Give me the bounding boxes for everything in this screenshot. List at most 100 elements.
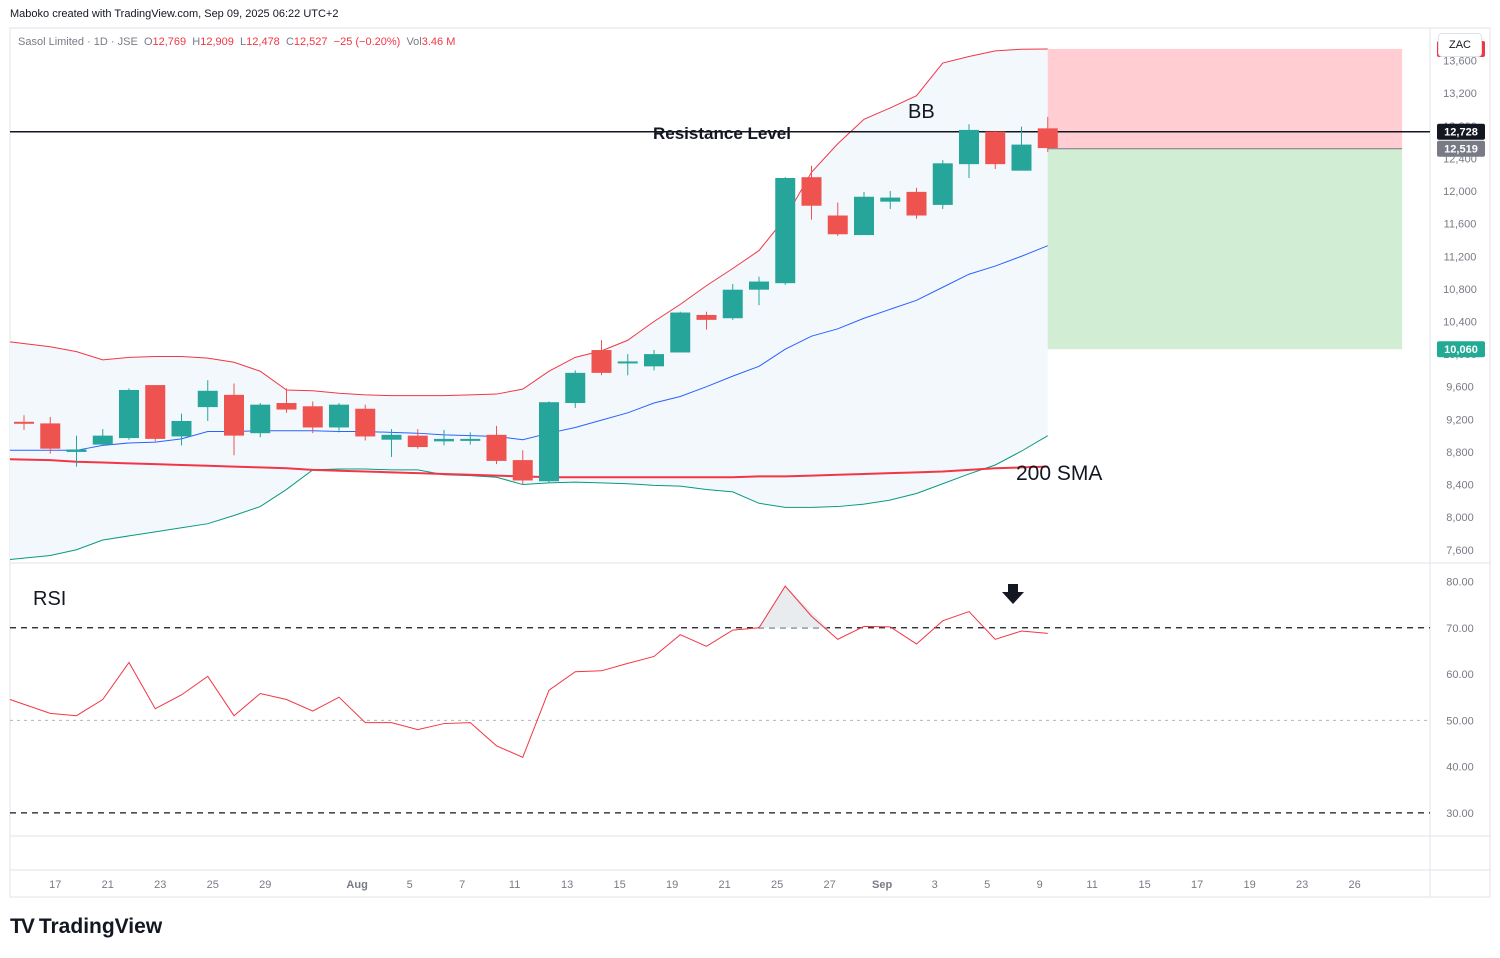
candle [40,416,61,454]
candle-body [460,438,481,441]
rsi-tick-label: 80.00 [1446,577,1474,589]
candle [906,187,927,219]
candle [775,177,796,285]
entry-badge-text: 12,519 [1444,144,1478,156]
target-badge: 10,060 [1437,341,1485,358]
rsi-tick-label: 50.00 [1446,715,1474,727]
candle-body [985,131,1006,165]
entry-badge-bg [1437,140,1485,157]
bb-upper-band [9,48,1048,397]
candle-body [145,385,166,439]
candle [1037,116,1058,153]
sma-label: 200 SMA [1016,462,1102,485]
candle-body [1011,144,1032,171]
price-tick-label: 12,000 [1443,186,1477,198]
time-tick-label: 9 [1037,879,1043,891]
entry-badge: 12,519 [1437,140,1485,157]
candle-body [14,421,34,424]
tradingview-logo-text: TradingView [38,915,163,938]
time-tick-label: Sep [872,879,892,891]
candle-body [355,408,376,437]
time-tick-label: 23 [154,879,166,891]
bb-fill [10,48,1048,560]
candle [145,385,166,442]
candle [119,388,139,440]
candle-body [617,361,638,364]
current-price-badge-text: 12,728 [1444,127,1478,139]
candle-body [276,403,297,410]
price-tick-label: 7,600 [1446,545,1474,557]
stop-loss-zone [1043,48,1403,149]
candle [355,404,376,441]
candle [617,354,638,376]
time-tick-label: 5 [407,879,413,891]
price-tick-label: 13,600 [1443,56,1477,68]
time-tick-label: 3 [932,879,938,891]
candle [670,311,691,353]
rsi-tick-label: 30.00 [1446,808,1474,820]
candle-body [880,197,901,202]
tradingview-logo[interactable]: TV TradingView [10,915,162,939]
candle [644,350,664,371]
price-tick-label: 10,800 [1443,284,1477,296]
target-badge-bg [1437,341,1485,358]
current-price-badge: 12,728 [1437,123,1485,140]
price-tick-label: 13,200 [1443,88,1477,100]
candle [565,370,586,408]
candle [329,403,349,433]
price-tick-label: 8,800 [1446,447,1474,459]
candle [539,401,559,483]
low-value: 12,478 [246,36,280,48]
time-tick-label: 13 [561,879,573,891]
annotations: Resistance Level BB 200 SMA RSI [33,101,1102,610]
time-tick-label: 17 [1191,879,1203,891]
candle [407,429,428,449]
candle [197,380,218,421]
candle-body [959,129,979,165]
high-label: H [192,36,201,48]
candle [880,191,901,209]
rsi-pane [9,585,1430,814]
rsi-axis[interactable]: 30.00 40.00 50.00 60.00 70.00 80.00 [1446,577,1474,820]
candle-body [434,438,454,442]
time-tick-label: 27 [824,879,836,891]
candle-body [92,435,113,445]
open-label: O [143,36,153,48]
time-tick-label: 25 [771,879,783,891]
volume-label: Vol [406,36,422,48]
low-label: L [240,36,247,48]
candle-body [171,420,192,437]
rsi-overbought-fill [759,586,828,628]
candle-body [40,423,61,449]
candle [1011,126,1032,171]
currency-button[interactable]: ZAC [1438,33,1482,57]
candle [985,130,1006,170]
change-value: −25 (−0.20%) [333,36,401,48]
price-tick-label: 9,600 [1446,382,1474,394]
rsi-label: RSI [33,588,66,610]
price-tick-label: 11,200 [1444,251,1477,263]
sma-200-line [9,458,1048,479]
candle-body [565,372,586,404]
tradingview-logo-icon: TV [10,915,35,938]
candle-body [906,191,927,216]
candle [749,276,769,306]
time-tick-label: 15 [614,879,626,891]
candle-body [224,394,244,436]
bb-label: BB [908,101,935,123]
candle-body [801,177,822,206]
candle [14,415,34,430]
resistance-label: Resistance Level [653,124,791,143]
open-value: 12,769 [152,36,187,48]
position-zones[interactable] [1043,48,1403,350]
rsi-tick-label: 60.00 [1446,669,1474,681]
time-axis[interactable]: 17 21 23 25 29 Aug 5 7 11 13 15 19 21 25 27 Sep 3 5 9 11 15 1… [49,879,1361,891]
price-tick-label: 9,200 [1446,414,1474,426]
time-tick-label: 15 [1139,879,1151,891]
candle-body [539,402,559,482]
chart-credit: Maboko created with TradingView.com, Sep… [10,8,339,20]
candle-body [1037,128,1058,149]
price-tick-label: 10,400 [1443,316,1477,328]
price-tick-label: 8,400 [1446,480,1474,492]
